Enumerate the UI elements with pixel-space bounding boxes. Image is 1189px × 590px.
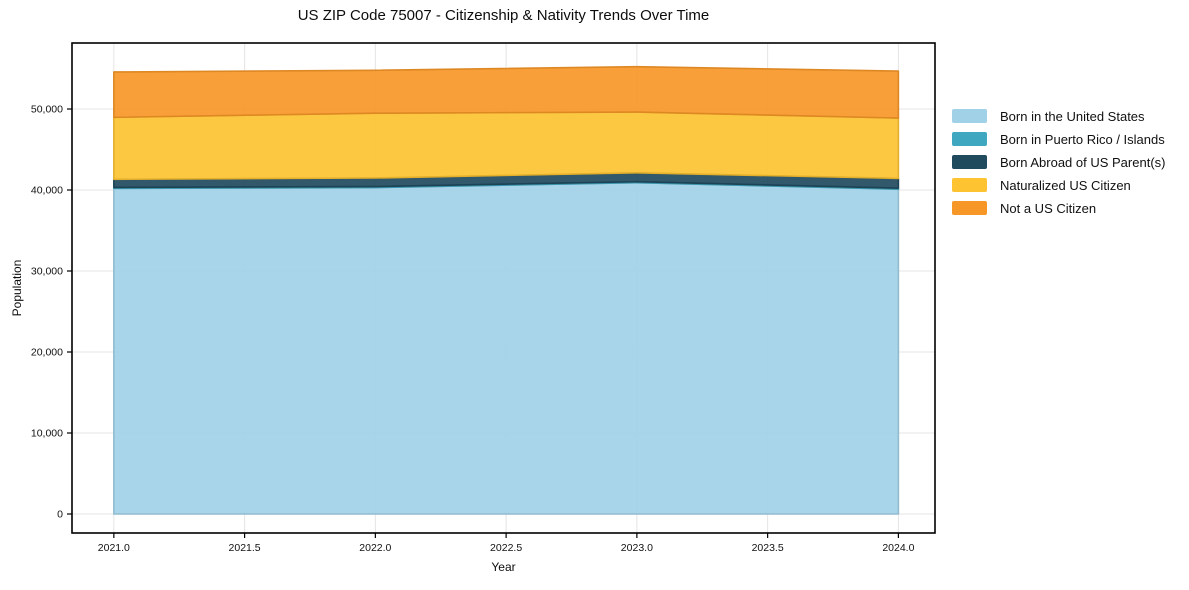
- legend-label: Born in the United States: [1000, 108, 1145, 124]
- y-tick-label: 50,000: [31, 103, 63, 115]
- y-tick-label: 0: [57, 508, 63, 520]
- x-tick-label: 2022.5: [490, 542, 522, 554]
- y-tick-label: 20,000: [31, 346, 63, 358]
- legend-swatch: [952, 155, 987, 169]
- legend-swatch: [952, 201, 987, 215]
- area-born-in-the-united-states: [113, 181, 900, 515]
- legend-item-naturalized-us-citizen: Naturalized US Citizen: [952, 178, 1165, 192]
- legend-label: Born Abroad of US Parent(s): [1000, 154, 1166, 170]
- legend-item-not-a-us-citizen: Not a US Citizen: [952, 201, 1165, 215]
- x-tick-label: 2021.0: [98, 542, 130, 554]
- plot-frame: [71, 42, 936, 534]
- legend-swatch: [952, 109, 987, 123]
- chart-title: US ZIP Code 75007 - Citizenship & Nativi…: [297, 7, 710, 24]
- legend: Born in the United States Born in Puerto …: [952, 109, 1165, 224]
- legend-item-born-in-puerto-rico-islands: Born in Puerto Rico / Islands: [952, 132, 1165, 146]
- y-axis-label: Population: [10, 259, 24, 317]
- x-tick-label: 2023.0: [621, 542, 653, 554]
- y-tick-label: 30,000: [31, 265, 63, 277]
- legend-item-born-in-the-united-states: Born in the United States: [952, 109, 1165, 123]
- x-tick-label: 2021.5: [229, 542, 261, 554]
- x-tick-label: 2023.5: [752, 542, 784, 554]
- area-not-a-us-citizen: [113, 65, 900, 119]
- legend-swatch: [952, 178, 987, 192]
- x-tick-label: 2024.0: [882, 542, 914, 554]
- legend-label: Not a US Citizen: [1000, 200, 1097, 216]
- legend-label: Naturalized US Citizen: [1000, 177, 1131, 193]
- x-tick-label: 2022.0: [359, 542, 391, 554]
- y-tick-label: 10,000: [31, 427, 63, 439]
- x-axis-label: Year: [491, 560, 516, 574]
- legend-label: Born in Puerto Rico / Islands: [1000, 131, 1165, 147]
- legend-item-born-abroad-of-us-parent-s: Born Abroad of US Parent(s): [952, 155, 1165, 169]
- y-tick-label: 40,000: [31, 184, 63, 196]
- legend-swatch: [952, 132, 987, 146]
- area-naturalized-us-citizen: [113, 111, 900, 181]
